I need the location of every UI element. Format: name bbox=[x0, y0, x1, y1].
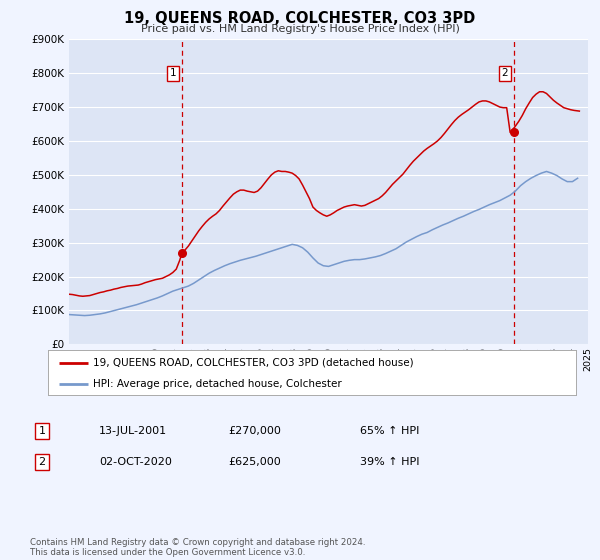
Text: Contains HM Land Registry data © Crown copyright and database right 2024.
This d: Contains HM Land Registry data © Crown c… bbox=[30, 538, 365, 557]
Text: 1: 1 bbox=[169, 68, 176, 78]
Text: £270,000: £270,000 bbox=[228, 426, 281, 436]
Text: HPI: Average price, detached house, Colchester: HPI: Average price, detached house, Colc… bbox=[93, 379, 341, 389]
Text: 39% ↑ HPI: 39% ↑ HPI bbox=[360, 457, 419, 467]
Text: 2: 2 bbox=[502, 68, 508, 78]
Text: 2: 2 bbox=[38, 457, 46, 467]
Text: 19, QUEENS ROAD, COLCHESTER, CO3 3PD: 19, QUEENS ROAD, COLCHESTER, CO3 3PD bbox=[124, 11, 476, 26]
Text: 13-JUL-2001: 13-JUL-2001 bbox=[99, 426, 167, 436]
Text: £625,000: £625,000 bbox=[228, 457, 281, 467]
Text: 02-OCT-2020: 02-OCT-2020 bbox=[99, 457, 172, 467]
Text: 65% ↑ HPI: 65% ↑ HPI bbox=[360, 426, 419, 436]
Text: Price paid vs. HM Land Registry's House Price Index (HPI): Price paid vs. HM Land Registry's House … bbox=[140, 24, 460, 34]
Text: 1: 1 bbox=[38, 426, 46, 436]
Text: 19, QUEENS ROAD, COLCHESTER, CO3 3PD (detached house): 19, QUEENS ROAD, COLCHESTER, CO3 3PD (de… bbox=[93, 357, 413, 367]
